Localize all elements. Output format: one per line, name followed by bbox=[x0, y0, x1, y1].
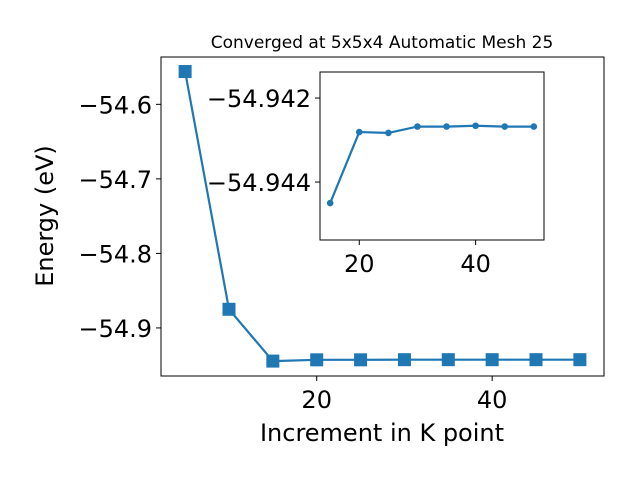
inset-data-point bbox=[385, 129, 392, 137]
inset-data-point bbox=[414, 123, 421, 130]
inset-series bbox=[326, 122, 538, 207]
inset-data-point bbox=[443, 123, 450, 130]
main-y-tick-label: −54.7 bbox=[78, 166, 152, 194]
main-data-point bbox=[222, 302, 236, 316]
inset-data-point bbox=[530, 123, 538, 130]
main-data-point bbox=[310, 353, 324, 367]
inset-y-tick-label: −54.942 bbox=[207, 85, 311, 113]
inset-y-tick-label: −54.944 bbox=[207, 169, 311, 197]
main-data-point bbox=[573, 353, 587, 367]
inset-x-tick-label: 20 bbox=[344, 250, 375, 278]
inset-chart: −54.944−54.942 20 40 bbox=[207, 71, 545, 278]
inset-x-tick-label: 40 bbox=[460, 250, 491, 278]
main-data-point bbox=[397, 353, 411, 367]
inset-y-ticks: −54.944 −54.942 bbox=[207, 85, 320, 197]
main-y-tick-label: −54.9 bbox=[78, 315, 152, 343]
main-x-ticks: 20 40 bbox=[301, 376, 507, 414]
main-series bbox=[178, 65, 587, 368]
main-data-point bbox=[266, 354, 280, 368]
inset-data-point bbox=[326, 199, 334, 207]
inset-data-point bbox=[472, 122, 479, 130]
main-y-tick-label: −54.8 bbox=[78, 240, 152, 268]
inset-series-line bbox=[329, 124, 534, 204]
main-data-point bbox=[485, 353, 499, 367]
main-x-tick-label: 20 bbox=[301, 386, 332, 414]
chart-title: Converged at 5x5x4 Automatic Mesh 25 bbox=[211, 33, 554, 53]
y-axis-label: Energy (eV) bbox=[31, 145, 59, 287]
main-y-tick-label: −54.6 bbox=[78, 91, 152, 119]
main-data-point bbox=[178, 65, 192, 79]
main-data-point bbox=[441, 353, 455, 367]
inset-data-point bbox=[355, 128, 363, 136]
x-axis-label: Increment in K point bbox=[260, 419, 504, 447]
main-data-point bbox=[529, 353, 543, 367]
main-data-point bbox=[354, 353, 368, 367]
main-x-tick-label: 40 bbox=[477, 386, 508, 414]
inset-plot-frame bbox=[319, 71, 545, 241]
main-y-ticks: −54.6 −54.7 −54.8 −54.9 bbox=[78, 91, 161, 343]
inset-data-point bbox=[501, 123, 509, 130]
inset-x-ticks: 20 40 bbox=[344, 240, 491, 278]
main-series-line bbox=[184, 71, 580, 363]
